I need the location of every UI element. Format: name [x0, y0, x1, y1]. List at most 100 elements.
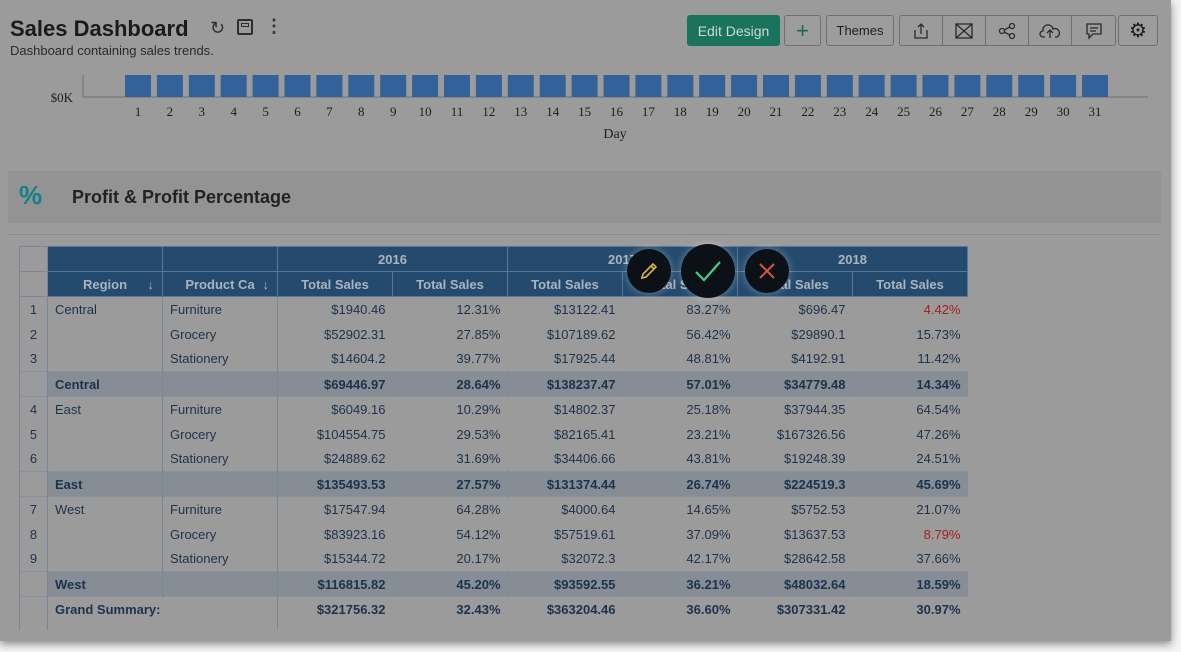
bar [794, 75, 821, 97]
share-icon[interactable] [986, 16, 1029, 45]
bar [188, 75, 215, 97]
daily-sales-chart: $0K1 2 3 4 5 6 7 8 9 10 11 12 13 14 15 16 17 18 19 20 21 22 23… [51, 75, 1148, 142]
cancel-x-button[interactable] [745, 249, 789, 293]
bar [922, 75, 949, 97]
region-cell [48, 322, 163, 347]
value-cell: $138237.47 [507, 371, 623, 397]
value-cell: 12.31% [456, 301, 501, 317]
dimension-header[interactable]: Product Ca ↓ [162, 271, 278, 297]
divider [8, 234, 1161, 235]
x-tick-label: 17 [642, 104, 656, 119]
row-number: 7 [19, 496, 48, 522]
x-tick-label: 2 [167, 104, 174, 119]
edit-design-button[interactable]: Edit Design [687, 15, 780, 46]
x-tick-label: 30 [1057, 104, 1070, 119]
x-tick-label: 14 [546, 104, 560, 119]
bar [412, 75, 439, 97]
value-cell: 27.85% [456, 326, 501, 342]
value-cell: $17547.94 [277, 496, 393, 522]
bar [858, 75, 885, 97]
bar [603, 75, 630, 97]
value-cell: 28.64% [392, 371, 508, 397]
value-cell: $37944.35 [784, 401, 846, 417]
settings-icon[interactable]: ⚙ [1118, 15, 1158, 46]
value-cell: $14604.2 [277, 346, 393, 372]
bar [444, 75, 470, 97]
value-cell: 10.29% [456, 401, 501, 417]
x-tick-label: 3 [199, 104, 206, 119]
value-cell: $83923.16 [277, 521, 393, 547]
value-cell: 36.21% [622, 571, 738, 597]
sort-down-icon[interactable]: ↓ [147, 276, 155, 292]
region-cell [48, 347, 163, 372]
bar [571, 75, 598, 97]
region-cell: West [55, 501, 85, 517]
table-row: 4 East Furniture $6049.16 10.29% $14802.37 25.… [19, 396, 968, 422]
value-cell: $82165.41 [554, 426, 616, 442]
add-button[interactable]: + [784, 15, 821, 46]
bar [667, 75, 694, 97]
value-cell: $104554.75 [277, 421, 393, 447]
table-row: 5 Grocery $104554.75 29.53% $82165.41 23.21% $… [19, 421, 968, 447]
refresh-icon[interactable]: ↻ [210, 18, 226, 38]
category-cell [162, 471, 278, 497]
value-cell: $32072.3 [561, 551, 616, 567]
export-icon[interactable] [900, 16, 943, 45]
measure-header: Total Sales [277, 271, 393, 297]
value-cell: $15344.72 [277, 546, 393, 572]
value-cell: 25.18% [686, 401, 731, 417]
edit-pencil-button[interactable] [627, 249, 671, 293]
table-row: 2 Grocery $52902.31 27.85% $107189.62 56.42% $… [19, 321, 968, 347]
value-cell: 57.01% [622, 371, 738, 397]
row-number: 9 [19, 546, 48, 572]
x-tick-label: 25 [897, 104, 910, 119]
value-cell: 26.74% [622, 471, 738, 497]
region-cell: East [47, 471, 163, 497]
value-cell: $696.47 [798, 301, 846, 317]
grand-total-row: Grand Summary: $321756.32 32.43% $363204.46… [19, 596, 968, 630]
region-cell: Central [47, 371, 163, 397]
category-cell [162, 371, 278, 397]
value-cell: $135493.53 [277, 471, 393, 497]
sort-down-icon[interactable]: ↓ [262, 276, 270, 292]
row-number: 2 [19, 321, 48, 347]
x-tick-label: 21 [770, 104, 783, 119]
comment-icon[interactable] [1072, 16, 1115, 45]
cloud-upload-icon[interactable] [1029, 16, 1072, 45]
save-icon[interactable] [237, 19, 253, 35]
category-cell: Grocery [162, 421, 278, 447]
section-title: Profit & Profit Percentage [72, 187, 292, 207]
x-tick-label: 11 [451, 104, 464, 119]
subtotal-row: Central $69446.97 28.64% $138237.47 57.01% $3… [19, 371, 968, 397]
row-number [19, 371, 48, 397]
bar [475, 75, 502, 97]
category-cell: Furniture [162, 296, 278, 322]
value-cell: 20.17% [456, 551, 501, 567]
bar [252, 75, 279, 97]
value-cell: 64.54% [916, 401, 961, 417]
measure-header: Total Sales [507, 271, 623, 297]
dimension-header[interactable]: Region ↓ [47, 271, 163, 297]
table-row: 3 Stationery $14604.2 39.77% $17925.44 48.81%… [19, 346, 968, 372]
bar [316, 75, 343, 97]
value-cell: 43.81% [686, 451, 731, 467]
x-tick-label: 10 [419, 104, 432, 119]
value-cell: 31.69% [456, 451, 501, 467]
value-cell: 47.26% [916, 426, 961, 442]
email-icon[interactable] [943, 16, 986, 45]
row-number: 4 [19, 396, 48, 422]
measure-header: Total Sales [392, 271, 508, 297]
value-cell: $4000.64 [561, 501, 616, 517]
x-tick-label: 26 [929, 104, 943, 119]
row-number: 3 [19, 346, 48, 372]
themes-button[interactable]: Themes [826, 15, 894, 46]
confirm-check-button[interactable] [681, 244, 735, 298]
action-toolbar [899, 15, 1116, 46]
value-cell: $4192.91 [791, 351, 846, 367]
x-tick-label: 29 [1025, 104, 1038, 119]
x-tick-label: 18 [674, 104, 687, 119]
value-cell: $224519.3 [737, 471, 853, 497]
more-options-icon[interactable]: ⋮ [265, 16, 283, 36]
region-cell [48, 547, 163, 572]
value-cell: 37.66% [916, 551, 961, 567]
